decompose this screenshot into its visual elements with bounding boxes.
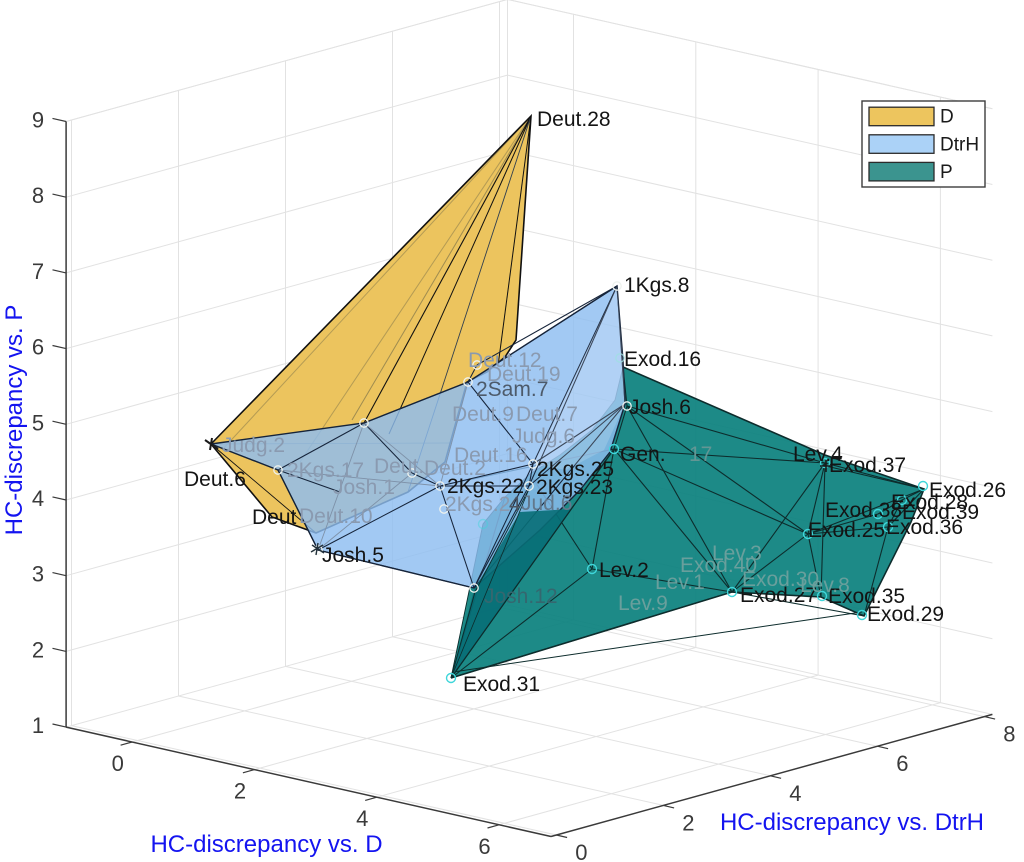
svg-text:6: 6	[478, 834, 490, 859]
svg-text:Deut.6: Deut.6	[184, 468, 246, 491]
svg-text:8: 8	[1003, 722, 1015, 747]
svg-text:2Kgs.17: 2Kgs.17	[287, 459, 364, 482]
svg-text:7: 7	[32, 259, 44, 284]
svg-text:Judg.6: Judg.6	[512, 425, 575, 448]
svg-text:4: 4	[356, 806, 368, 831]
svg-text:HC-discrepancy vs. D: HC-discrepancy vs. D	[150, 831, 382, 858]
svg-text:Exod.37: Exod.37	[829, 454, 906, 477]
svg-text:5: 5	[32, 410, 44, 435]
svg-text:2: 2	[682, 810, 694, 835]
svg-text:0: 0	[575, 840, 587, 862]
svg-text:6: 6	[32, 335, 44, 360]
svg-text:Deut.12: Deut.12	[468, 349, 542, 372]
svg-text:Exod.27: Exod.27	[740, 584, 817, 607]
svg-text:17: 17	[689, 443, 712, 466]
svg-text:HC-discrepancy vs. DtrH: HC-discrepancy vs. DtrH	[720, 809, 984, 836]
svg-text:Exod.26: Exod.26	[929, 479, 1006, 502]
svg-text:1Kgs.8: 1Kgs.8	[624, 274, 689, 297]
svg-text:Judg.2: Judg.2	[222, 434, 285, 457]
svg-text:Deut.7: Deut.7	[516, 403, 578, 426]
svg-text:Josh.5: Josh.5	[322, 544, 384, 567]
svg-text:1: 1	[32, 713, 44, 738]
svg-text:Deut.: Deut.	[374, 455, 424, 478]
svg-text:Gen.: Gen.	[620, 443, 666, 466]
svg-text:Exod.31: Exod.31	[463, 673, 540, 696]
svg-text:D: D	[940, 107, 954, 128]
svg-text:Exod.25: Exod.25	[808, 519, 885, 542]
svg-text:Lev.8: Lev.8	[800, 574, 850, 597]
svg-text:Josh.6: Josh.6	[629, 396, 691, 419]
svg-text:P: P	[940, 162, 953, 183]
svg-text:Deut.9: Deut.9	[452, 403, 514, 426]
svg-text:Exod.29: Exod.29	[867, 603, 944, 626]
svg-text:2Kgs.2: 2Kgs.2	[445, 493, 510, 516]
svg-text:Josh.12: Josh.12	[484, 585, 558, 608]
svg-text:2Sam.7: 2Sam.7	[476, 378, 548, 401]
svg-text:Exod.16: Exod.16	[624, 348, 701, 371]
svg-text:0: 0	[112, 751, 124, 776]
svg-text:Deut.2: Deut.2	[424, 457, 486, 480]
svg-text:Exod.30: Exod.30	[742, 568, 819, 591]
svg-text:DtrH: DtrH	[940, 134, 979, 155]
svg-text:Deut: Deut	[252, 506, 297, 529]
svg-text:2Kgs.25: 2Kgs.25	[537, 458, 614, 481]
svg-text:Lev.3: Lev.3	[712, 542, 762, 565]
svg-text:Deut.28: Deut.28	[537, 108, 611, 131]
svg-text:2Kgs.23: 2Kgs.23	[536, 476, 613, 499]
svg-text:4: 4	[509, 493, 521, 516]
svg-text:Lev.4: Lev.4	[793, 443, 843, 466]
svg-text:2: 2	[32, 637, 44, 662]
svg-text:Deut.10: Deut.10	[299, 505, 373, 528]
svg-text:Exod.35: Exod.35	[828, 585, 905, 608]
svg-text:8: 8	[32, 183, 44, 208]
svg-text:Lev.9: Lev.9	[618, 592, 668, 615]
svg-text:Exod.40: Exod.40	[680, 554, 757, 577]
svg-text:Lev.1: Lev.1	[655, 571, 705, 594]
svg-text:Exod.28: Exod.28	[891, 491, 968, 514]
svg-text:Jud.6: Jud.6	[521, 492, 572, 515]
svg-text:6: 6	[896, 751, 908, 776]
svg-text:Lev.2: Lev.2	[599, 559, 649, 582]
svg-text:HC-discrepancy vs. P: HC-discrepancy vs. P	[1, 305, 28, 536]
svg-text:Deut.16: Deut.16	[454, 444, 528, 467]
svg-text:Exod.39: Exod.39	[902, 501, 979, 524]
svg-text:2: 2	[234, 779, 246, 804]
svg-text:9: 9	[32, 108, 44, 133]
svg-text:2Kgs.22: 2Kgs.22	[447, 475, 524, 498]
svg-text:Josh.1: Josh.1	[333, 476, 395, 499]
svg-text:4: 4	[32, 486, 44, 511]
svg-text:Deut.19: Deut.19	[487, 363, 561, 386]
svg-text:Exod.36: Exod.36	[886, 516, 963, 539]
svg-text:4: 4	[789, 781, 801, 806]
svg-text:Exod.38: Exod.38	[825, 499, 902, 522]
svg-text:3: 3	[32, 562, 44, 587]
